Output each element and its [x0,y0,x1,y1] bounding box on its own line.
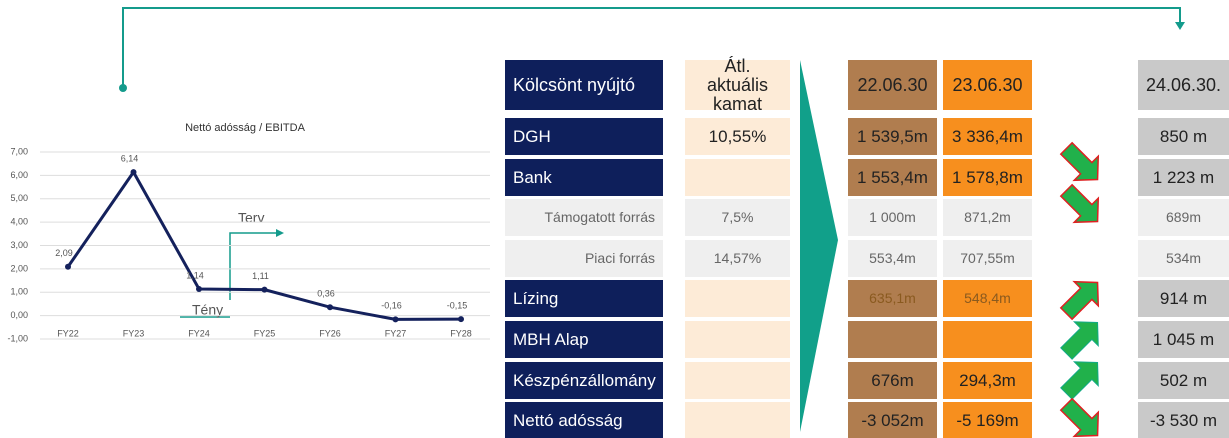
table-cell: Készpénzállomány [505,361,663,399]
header-cell: Kölcsönt nyújtó [505,60,663,110]
annotation: Terv [238,210,264,226]
trend-arrows [1059,141,1100,438]
x-tick-label: FY26 [319,328,341,338]
table-cell [685,158,790,196]
point [261,286,268,293]
y-tick-label: 5,00 [10,193,28,203]
table-cell: 10,55% [685,118,790,155]
table-cell: 871,2m [943,199,1032,237]
table-cell: Bank [505,158,663,196]
value-label: -0,15 [447,301,468,311]
point [65,263,71,270]
x-tick-label: FY24 [188,328,210,338]
value-label: -0,16 [381,301,402,311]
chart-title: Nettó adósság / EBITDA [185,122,305,134]
table-cell: 707,55m [943,239,1032,277]
bracket-line [122,7,1181,88]
terv-arrow [276,229,284,237]
header-cell: Átl. aktuális kamat [685,56,790,113]
table-cell: Piaci forrás [505,239,663,277]
table-cell: 534m [1138,239,1229,277]
value-label: 1,11 [252,271,269,281]
table-cell: 914 m [1138,280,1229,318]
header-cell: 23.06.30 [943,60,1032,110]
table-cell: 850 m [1138,118,1229,155]
point [458,316,464,323]
table-cell [685,321,790,358]
bracket-dot [119,84,127,92]
bracket-arrow [1175,22,1185,30]
x-tick-label: FY25 [254,328,276,338]
y-tick-label: 1,00 [10,287,28,297]
table-cell: 294,3m [943,361,1032,399]
terv-line [229,232,278,300]
point [327,304,333,311]
header-cell: 24.06.30. [1138,60,1229,110]
table-cell: -3 530 m [1138,402,1229,438]
point [392,316,399,323]
header-cell: 22.06.30 [848,60,937,110]
table-cell [848,321,937,358]
value-label: 0,36 [317,289,335,299]
x-tick-label: FY22 [57,328,79,338]
table-cell: 1 553,4m [848,158,937,196]
table-cell: 548,4m [943,280,1032,318]
y-tick-label: 6,00 [10,170,28,180]
table-cell [685,361,790,399]
table-cell: 14,57% [685,239,790,277]
table-cell: -5 169m [943,402,1032,438]
value-label: 2,09 [55,248,73,258]
table-cell: 689m [1138,199,1229,237]
x-tick-label: FY23 [123,328,145,338]
y-tick-label: 2,00 [10,263,28,273]
y-tick-label: 4,00 [10,217,28,227]
table-cell: 3 336,4m [943,118,1032,155]
value-label: 1,14 [186,270,204,280]
table-cell: DGH [505,118,663,155]
point [130,169,137,176]
x-tick-label: FY27 [385,328,407,338]
y-tick-label: -1,00 [7,333,28,343]
table-cell: 553,4m [848,239,937,277]
y-tick-label: 7,00 [10,146,28,156]
table-cell: Lízing [505,280,663,318]
y-tick-label: 0,00 [10,310,28,320]
y-tick-label: 3,00 [10,240,28,250]
table-cell: 1 539,5m [848,118,937,155]
table-cell: -3 052m [848,402,937,438]
table-cell: 1 000m [848,199,937,237]
table-cell: 7,5% [685,199,790,237]
point [196,285,202,292]
table-cell: 1 223 m [1138,158,1229,196]
x-tick-label: FY28 [450,328,472,338]
chevron [800,60,838,432]
table-cell: Támogatott forrás [505,199,663,237]
table-cell: Nettó adósság [505,402,663,438]
table-cell: 676m [848,361,937,399]
table-cell [685,402,790,438]
table-cell: 502 m [1138,361,1229,399]
table-cell: MBH Alap [505,321,663,358]
table-cell: 635,1m [848,280,937,318]
value-label: 6,14 [121,153,139,163]
table-cell [685,280,790,318]
table-cell: 1 578,8m [943,158,1032,196]
table-cell [943,321,1032,358]
table-cell: 1 045 m [1138,321,1229,358]
annotation: Tény [192,302,223,318]
